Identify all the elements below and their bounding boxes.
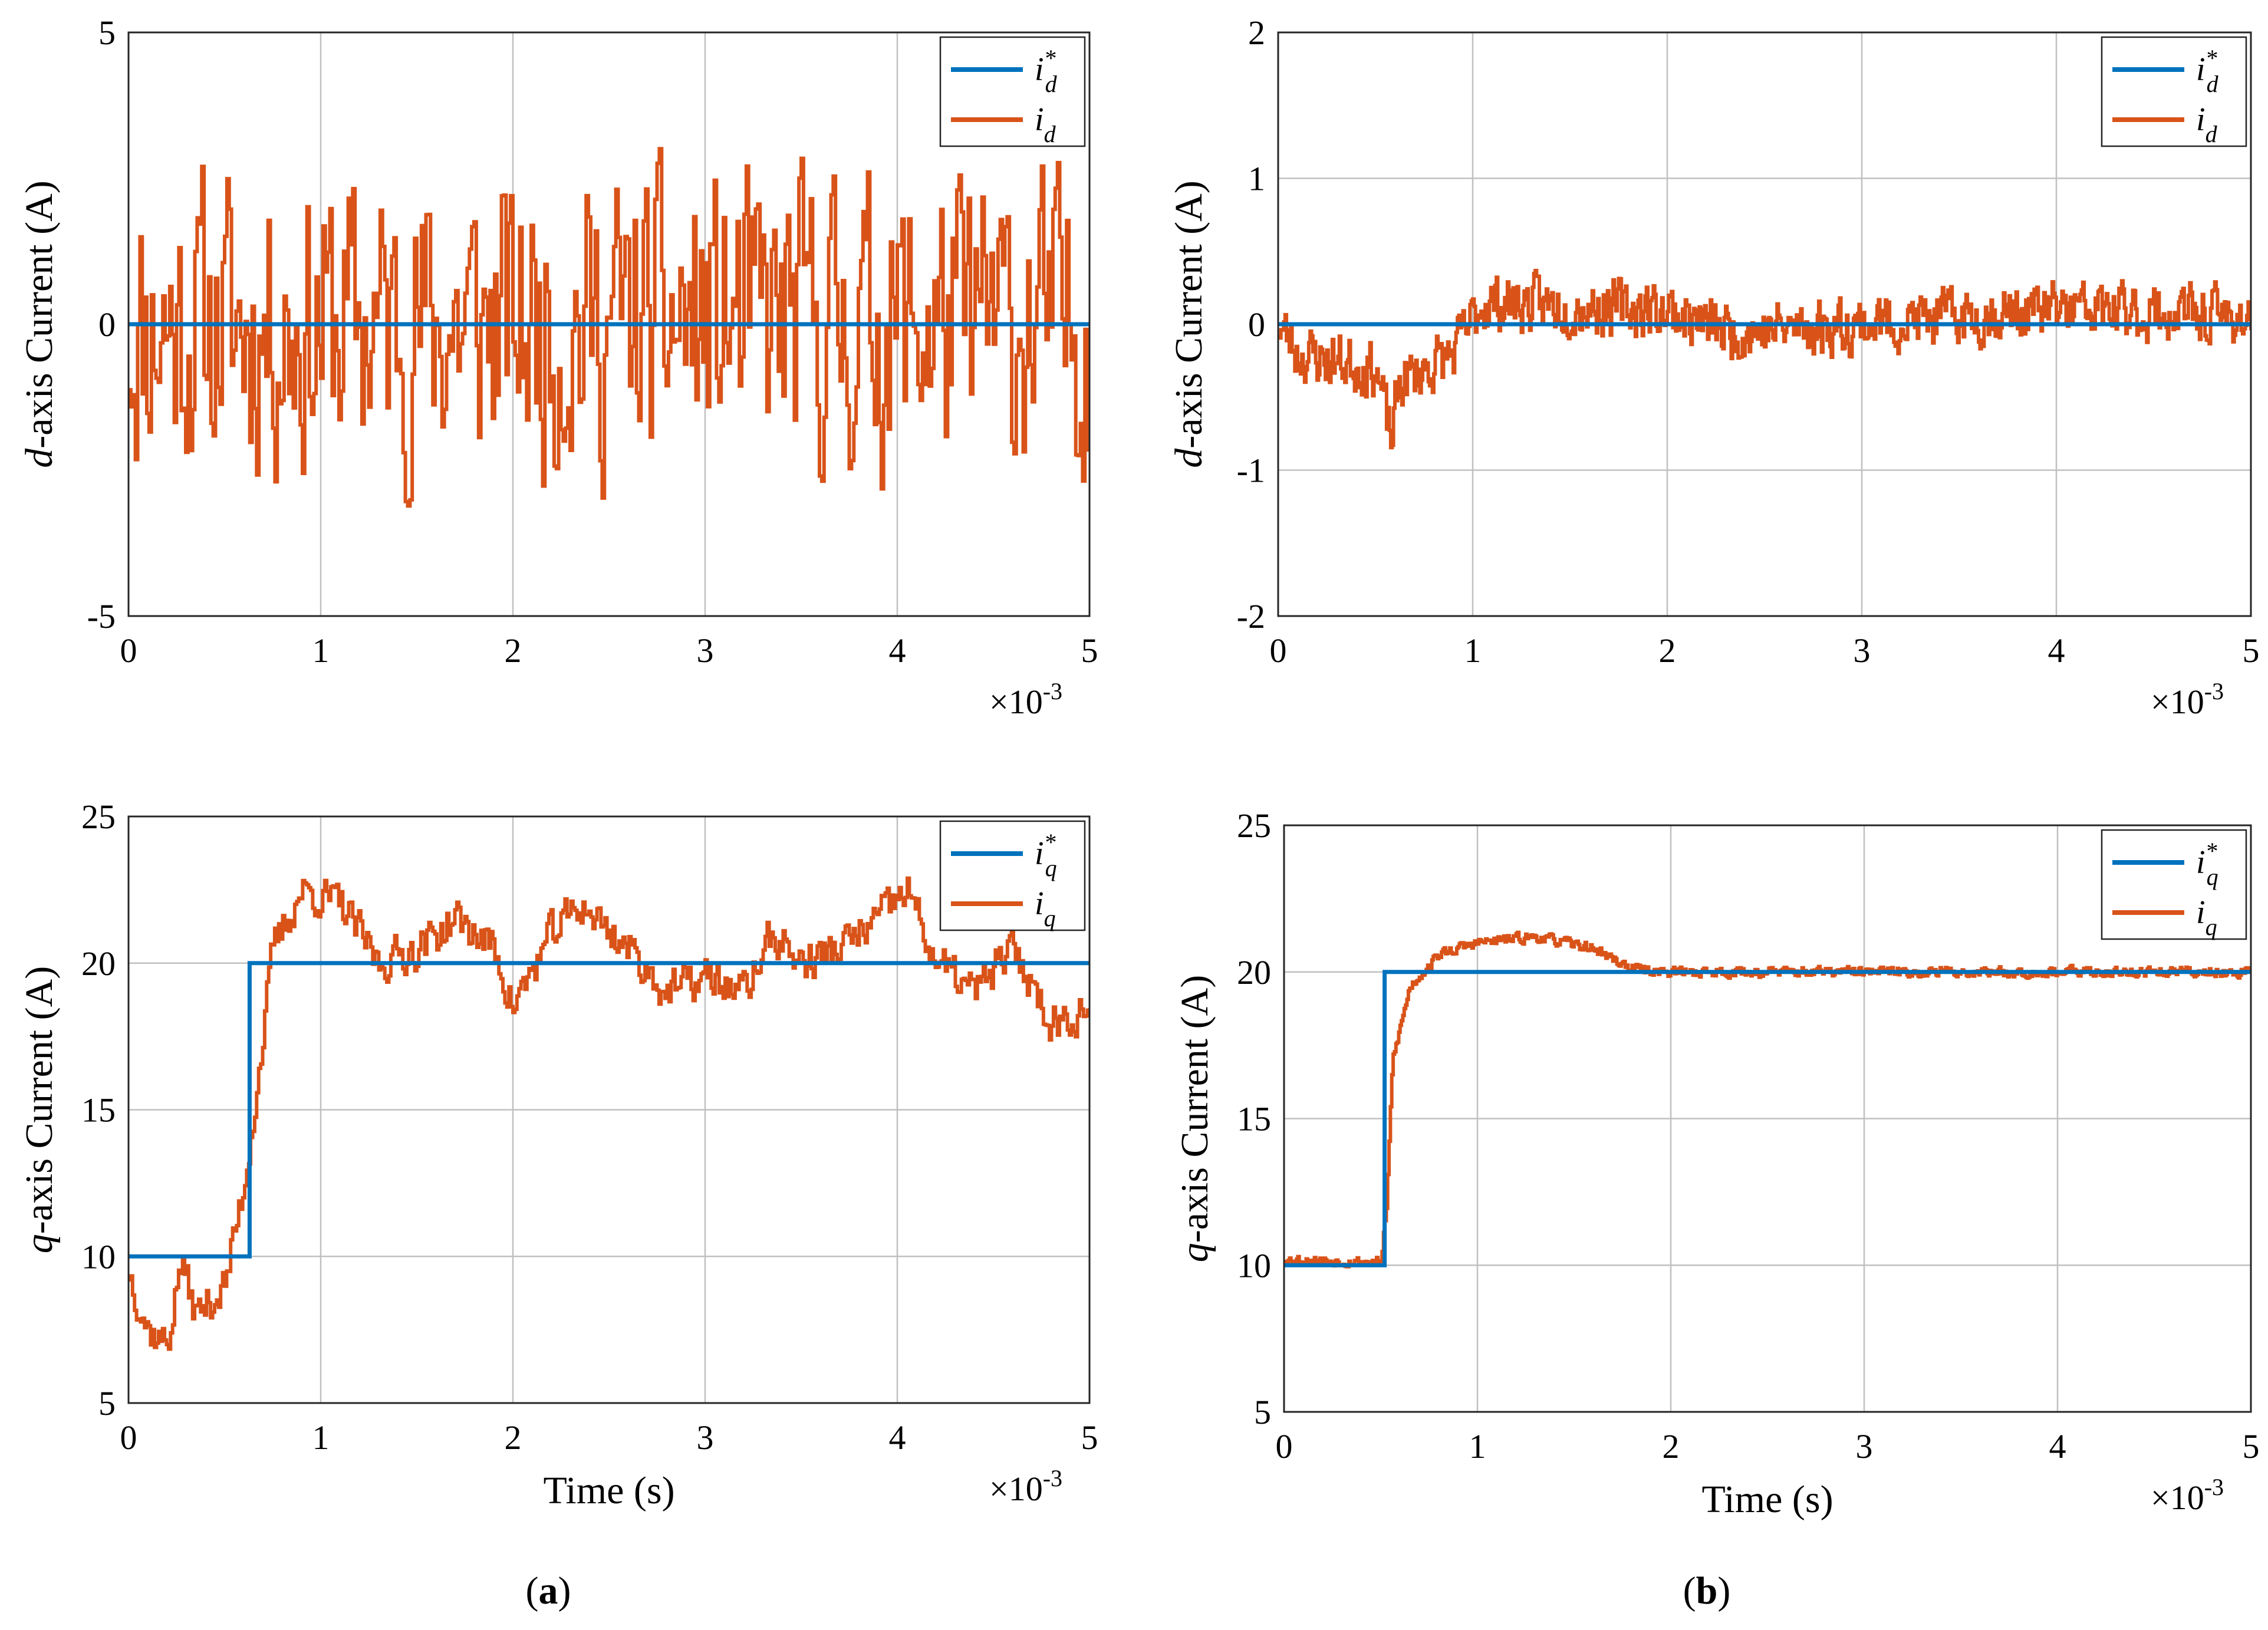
y-tick-label: 10 <box>81 1237 116 1276</box>
y-tick-label: 10 <box>1237 1246 1271 1285</box>
legend-entry-i-d: id <box>2196 101 2218 147</box>
x-tick-label: 2 <box>505 1418 522 1457</box>
plot-area <box>1284 930 2251 1269</box>
x-tick-label: 1 <box>312 1418 330 1457</box>
x-tick-label: 5 <box>2243 631 2260 670</box>
legend-entry-i-q: iq <box>1035 885 1056 931</box>
y-tick-label: 0 <box>98 305 116 344</box>
legend-box <box>2101 36 2247 147</box>
x-exponent-label: ×10-3 <box>989 678 1062 721</box>
series-line-i-d <box>129 147 1089 508</box>
y-tick-label: 25 <box>81 798 116 836</box>
series-line-i--q <box>129 961 1089 1259</box>
legend-entry-i--q: i* q <box>1035 829 1057 881</box>
series-line-i-d <box>1278 269 2251 450</box>
x-tick-label: 2 <box>1659 631 1676 670</box>
legend: i* d id <box>2101 36 2247 147</box>
x-tick-label: 0 <box>1276 1427 1293 1466</box>
x-tick-label: 3 <box>697 631 714 670</box>
y-axis-label: d-axis Current (A) <box>18 180 61 468</box>
axes-box <box>1283 824 2252 1413</box>
x-exponent-label: ×10-3 <box>2151 678 2224 721</box>
axes-box <box>127 31 1091 617</box>
y-tick-label: 5 <box>98 1384 116 1422</box>
plot-area <box>129 147 1089 508</box>
legend: i* d id <box>939 36 1086 147</box>
y-axis-label: q-axis Current (A) <box>1173 975 1216 1263</box>
legend: i* q iq <box>939 820 1086 931</box>
x-tick-label: 4 <box>889 1418 906 1457</box>
plot-area <box>129 876 1089 1351</box>
legend-box <box>2101 829 2247 940</box>
y-tick-label: -1 <box>1237 452 1265 490</box>
chart-a-bottom: 0 1 2 3 4 5 25 20 15 10 5 ×10-3 Time (s) q-axis Curre… <box>18 798 1098 1512</box>
caption-b: (b) <box>1683 1569 1731 1612</box>
legend: i* q iq <box>2101 829 2247 940</box>
y-tick-label: 1 <box>1248 160 1265 198</box>
x-tick-label: 1 <box>1464 631 1482 670</box>
chart-b-bottom: 0 1 2 3 4 5 25 20 15 10 5 ×10-3 Time (s) q-axis Curre… <box>1173 806 2260 1521</box>
legend-entry-i-q: iq <box>2196 894 2217 940</box>
x-tick-label: 0 <box>120 631 137 670</box>
axes-box <box>1277 31 2252 617</box>
y-tick-label: 0 <box>1248 305 1265 344</box>
y-tick-label: 2 <box>1248 14 1265 52</box>
captions: (a) (b) <box>526 1569 1731 1612</box>
y-tick-label: 20 <box>1237 953 1271 992</box>
caption-a: (a) <box>526 1569 571 1612</box>
x-exponent-label: ×10-3 <box>989 1465 1062 1508</box>
x-tick-label: 1 <box>1469 1427 1486 1466</box>
legend-entry-i-d: id <box>1035 101 1056 147</box>
axes-box <box>127 815 1091 1404</box>
x-tick-label: 0 <box>120 1418 137 1457</box>
chart-a-top: 0 1 2 3 4 550-5×10-3d-axis Current (A)i* did <box>18 14 1098 721</box>
series-line-i--q <box>1284 970 2251 1267</box>
y-tick-label: -5 <box>87 597 116 635</box>
x-tick-label: 4 <box>2048 631 2065 670</box>
x-tick-label: 1 <box>312 631 330 670</box>
x-tick-label: 5 <box>1081 631 1098 670</box>
y-tick-label: 20 <box>81 944 116 983</box>
x-tick-label: 5 <box>1081 1418 1098 1457</box>
x-exponent-label: ×10-3 <box>2151 1474 2224 1517</box>
x-tick-label: 0 <box>1270 631 1287 670</box>
legend-entry-i--d: i* d <box>2196 45 2219 97</box>
x-tick-label: 3 <box>697 1418 714 1457</box>
y-tick-label: -2 <box>1237 597 1265 635</box>
y-tick-label: 5 <box>98 14 116 52</box>
x-tick-label: 2 <box>505 631 522 670</box>
y-axis-label: d-axis Current (A) <box>1167 180 1210 468</box>
y-axis-label: q-axis Current (A) <box>18 966 61 1254</box>
legend-entry-i--q: i* q <box>2196 838 2218 890</box>
legend-entry-i--d: i* d <box>1035 45 1058 97</box>
y-tick-label: 15 <box>1237 1100 1271 1138</box>
x-tick-label: 4 <box>2049 1427 2066 1466</box>
x-tick-label: 5 <box>2243 1427 2260 1466</box>
x-tick-label: 4 <box>889 631 906 670</box>
x-tick-label: 2 <box>1663 1427 1680 1466</box>
x-tick-label: 3 <box>1854 631 1871 670</box>
y-tick-label: 25 <box>1237 806 1271 845</box>
legend-box <box>939 36 1086 147</box>
y-tick-label: 15 <box>81 1091 116 1130</box>
plot-area <box>1278 269 2251 450</box>
x-axis-label: Time (s) <box>1701 1478 1833 1521</box>
x-tick-label: 3 <box>1856 1427 1873 1466</box>
y-tick-label: 5 <box>1254 1393 1271 1431</box>
legend-box <box>939 820 1086 931</box>
x-axis-label: Time (s) <box>543 1469 674 1512</box>
